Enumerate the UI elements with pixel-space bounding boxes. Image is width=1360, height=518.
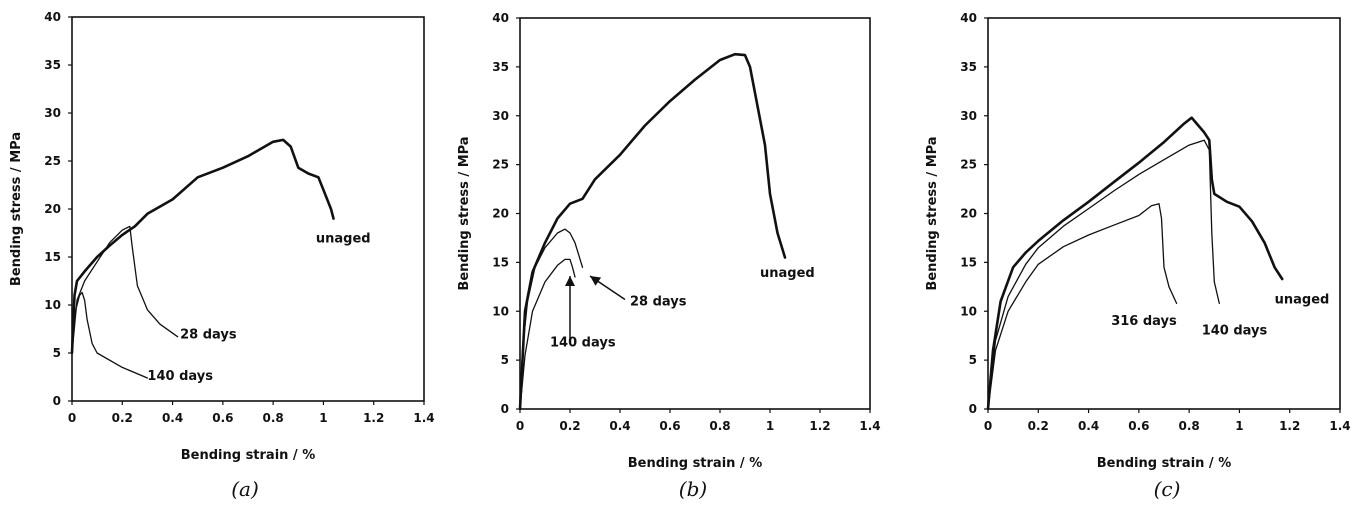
x-tick-label: 1 [1235,419,1243,433]
y-tick-label: 35 [960,60,977,74]
y-tick-label: 20 [492,207,509,221]
y-tick-label: 5 [969,353,977,367]
y-tick-label: 25 [960,158,977,172]
series-line-unaged [70,138,335,355]
x-tick-label: 0.4 [162,411,183,425]
x-tick-label: 1.2 [1279,419,1300,433]
panel-b: 0 0.2 0.4 0.6 0.8 1 1.2 1.4 0 5 10 15 20 25 30 35 40 Bend… [457,11,881,501]
panel-caption: (c) [1154,477,1181,501]
x-tick-label: 1 [766,419,774,433]
y-tick-label: 0 [969,402,977,416]
panel-c: 0 0.2 0.4 0.6 0.8 1 1.2 1.4 0 5 10 15 20 25 30 35 40 Bend… [925,11,1351,501]
y-tick-label: 30 [960,109,977,123]
x-tick-label: 0 [516,419,524,433]
y-tick-label: 40 [960,11,977,25]
y-tick-label: 30 [492,109,509,123]
y-tick-label: 10 [960,304,977,318]
y-tick-label: 25 [492,158,509,172]
x-tick-label: 0.4 [609,419,630,433]
x-tick-label: 1.2 [363,411,384,425]
panel-caption: (b) [679,477,707,501]
series-line-28-days [519,228,584,410]
panel-a: 0 0.2 0.4 0.6 0.8 1 1.2 1.4 0 5 10 15 20 25 30 35 40 Bend… [9,10,435,501]
y-tick-label: 0 [501,402,509,416]
series-annotation: unaged [1275,292,1330,307]
series-line-unaged [986,116,1284,411]
series-annotation: unaged [760,266,815,281]
x-tick-label: 1.4 [1329,419,1350,433]
x-tick-label: 0.8 [709,419,730,433]
series-line-316-days [987,203,1178,410]
x-axis-label: Bending strain / % [181,448,316,463]
plot-frame [987,17,1341,410]
x-axis-label: Bending strain / % [1097,456,1232,471]
y-tick-label: 30 [44,106,61,120]
series-annotation: 140 days [147,369,213,384]
x-tick-label: 0.6 [1128,419,1149,433]
series-line-140-days [71,291,149,379]
series-annotation: 140 days [1202,324,1268,339]
series-line-28-days [71,225,179,354]
y-tick-label: 35 [492,60,509,74]
x-tick-label: 0.8 [1179,419,1200,433]
series-annotation: 28 days [630,294,687,309]
x-tick-label: 0.6 [212,411,233,425]
y-axis-label: Bending stress / MPa [457,136,472,290]
y-tick-label: 5 [501,353,509,367]
y-tick-label: 40 [492,11,509,25]
series-annotation: unaged [316,232,371,247]
x-tick-label: 0 [68,411,76,425]
series-line-unaged [518,52,787,411]
y-tick-label: 25 [44,154,61,168]
annotation-arrow-head [565,276,575,287]
x-axis-label: Bending strain / % [628,456,763,471]
series-annotation: 28 days [180,328,237,343]
x-tick-label: 0.8 [263,411,284,425]
x-tick-label: 0 [984,419,992,433]
y-tick-label: 20 [44,202,61,216]
x-tick-label: 1.4 [413,411,434,425]
y-axis-label: Bending stress / MPa [9,132,24,286]
series-annotation: 316 days [1111,314,1177,329]
y-tick-label: 15 [44,250,61,264]
y-tick-label: 15 [960,255,977,269]
annotation-arrow-head [590,276,602,286]
y-tick-label: 10 [44,298,61,312]
panel-caption: (a) [231,477,259,501]
y-tick-label: 35 [44,58,61,72]
series-line-140-days [987,139,1220,410]
x-tick-label: 1 [319,411,327,425]
y-tick-label: 5 [53,346,61,360]
y-tick-label: 15 [492,255,509,269]
x-tick-label: 1.4 [859,419,880,433]
x-tick-label: 0.2 [112,411,133,425]
x-tick-label: 0.4 [1078,419,1099,433]
x-tick-label: 0.2 [1028,419,1049,433]
x-tick-label: 1.2 [809,419,830,433]
plot-frame [71,16,425,402]
series-annotation: 140 days [550,335,616,350]
y-tick-label: 10 [492,304,509,318]
series-line-140-days [519,258,576,410]
x-tick-label: 0.6 [659,419,680,433]
y-tick-label: 0 [53,394,61,408]
y-tick-label: 20 [960,207,977,221]
y-tick-label: 40 [44,10,61,24]
x-tick-label: 0.2 [559,419,580,433]
y-axis-label: Bending stress / MPa [925,136,940,290]
